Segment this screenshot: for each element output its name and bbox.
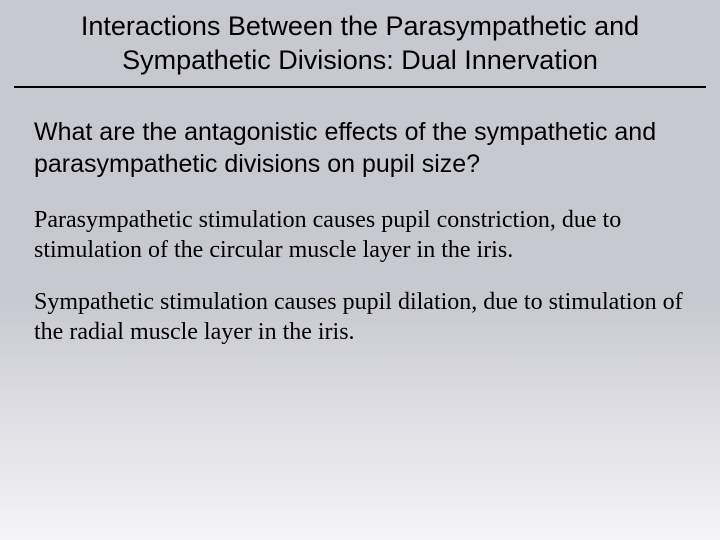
slide-title: Interactions Between the Parasympathetic… [0,0,720,84]
paragraph: Sympathetic stimulation causes pupil dil… [34,287,686,347]
paragraph: Parasympathetic stimulation causes pupil… [34,205,686,265]
question-text: What are the antagonistic effects of the… [0,88,720,181]
slide: Interactions Between the Parasympathetic… [0,0,720,540]
body-section: Parasympathetic stimulation causes pupil… [0,181,720,347]
